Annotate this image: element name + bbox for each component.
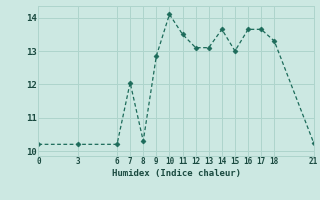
X-axis label: Humidex (Indice chaleur): Humidex (Indice chaleur) xyxy=(111,169,241,178)
